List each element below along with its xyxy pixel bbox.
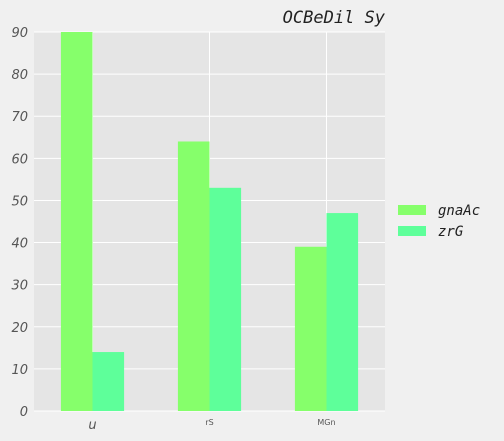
bar-gnaAc-MGn: [294, 246, 327, 411]
bar-gnaAc-rS: [177, 141, 210, 411]
bars: [60, 32, 359, 411]
y-tick-label: 60: [11, 152, 28, 167]
legend: gnaAc zrG: [398, 203, 480, 240]
bar-gnaAc-u: [60, 32, 93, 411]
bar-zrG-MGn: [326, 213, 359, 411]
y-tick-label: 50: [11, 194, 28, 209]
x-tick-label: MGn: [317, 418, 335, 427]
y-tick-label: 80: [11, 68, 28, 83]
y-tick-label: 30: [11, 279, 28, 294]
legend-label: zrG: [438, 224, 464, 240]
x-tick-label: u: [88, 418, 96, 433]
y-tick-label: 20: [11, 321, 28, 336]
x-axis-ticks: u rS MGn: [88, 418, 335, 433]
legend-swatch: [398, 205, 426, 215]
y-tick-label: 70: [11, 110, 28, 125]
legend-swatch: [398, 226, 426, 236]
y-tick-label: 40: [11, 237, 28, 252]
y-tick-label: 0: [20, 405, 28, 420]
bar-zrG-rS: [209, 187, 242, 411]
y-tick-label: 10: [11, 363, 28, 378]
y-tick-label: 90: [11, 26, 28, 41]
y-axis-ticks: 0 10 20 30 40 50 60 70 80 90: [11, 26, 28, 420]
chart-title: OCBeDil Sy: [283, 8, 386, 28]
bar-zrG-u: [92, 352, 125, 411]
legend-label: gnaAc: [438, 203, 480, 219]
x-tick-label: rS: [205, 418, 213, 427]
